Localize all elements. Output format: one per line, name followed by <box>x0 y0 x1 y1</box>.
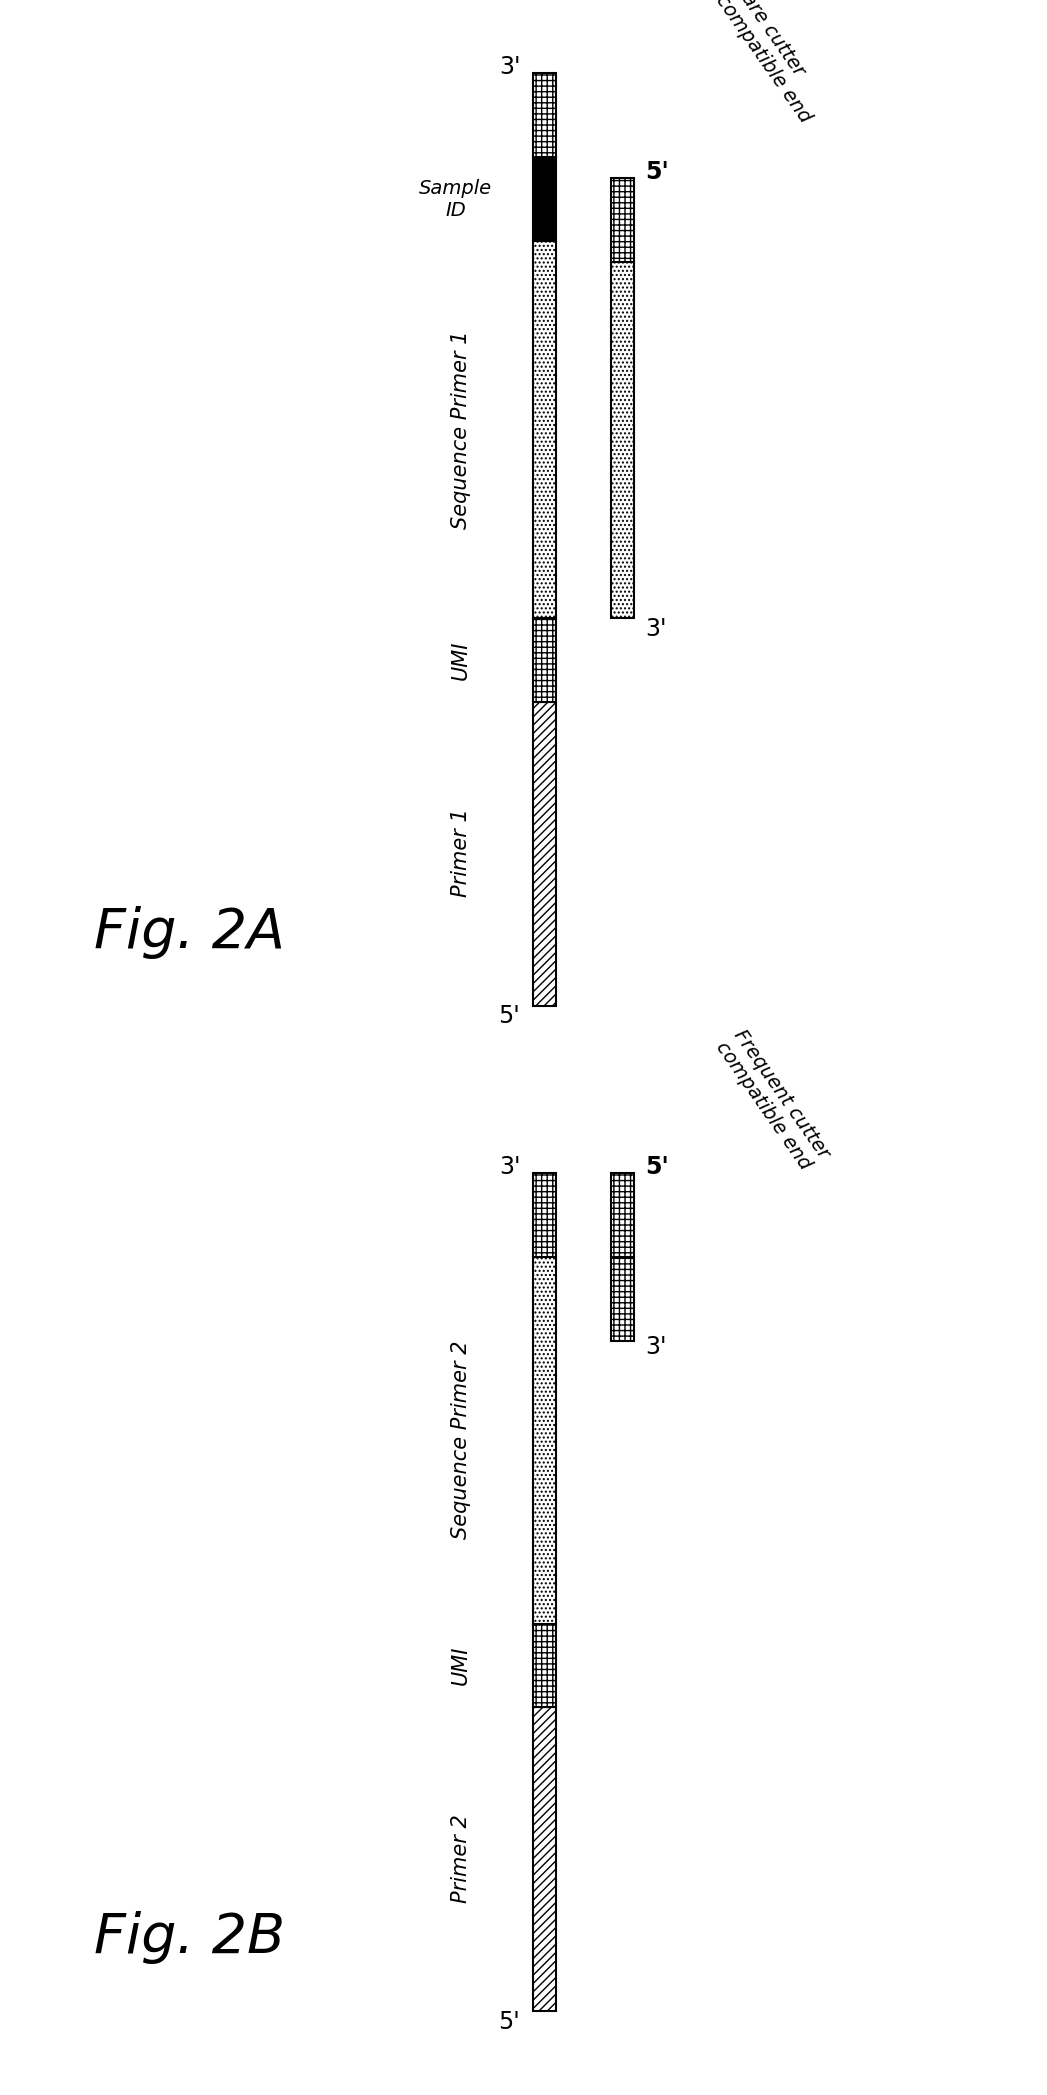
Text: Rare cutter
compatible end: Rare cutter compatible end <box>712 0 832 126</box>
Text: 3': 3' <box>498 1154 520 1179</box>
Text: Sample
ID: Sample ID <box>419 178 492 220</box>
Text: Fig. 2A: Fig. 2A <box>94 905 285 960</box>
Bar <box>533 1173 556 1257</box>
Text: UMI: UMI <box>450 1647 471 1684</box>
Bar <box>533 1624 556 1707</box>
Text: 3': 3' <box>498 54 520 80</box>
Bar <box>533 1707 556 2011</box>
Text: 5': 5' <box>498 2009 520 2034</box>
Text: UMI: UMI <box>450 641 471 679</box>
Bar <box>533 618 556 702</box>
Text: 3': 3' <box>645 616 667 641</box>
Text: 5': 5' <box>645 159 669 184</box>
Text: Fig. 2B: Fig. 2B <box>94 1911 286 1965</box>
Bar <box>533 73 556 157</box>
Bar <box>533 157 556 241</box>
Bar <box>533 1257 556 1624</box>
Bar <box>611 1173 634 1257</box>
Text: Primer 1: Primer 1 <box>450 809 471 897</box>
Text: 3': 3' <box>645 1335 667 1360</box>
Text: Frequent cutter
compatible end: Frequent cutter compatible end <box>712 1027 833 1173</box>
Bar <box>533 702 556 1006</box>
Text: Sequence Primer 2: Sequence Primer 2 <box>450 1341 471 1538</box>
Bar <box>611 262 634 618</box>
Bar <box>611 178 634 262</box>
Text: 5': 5' <box>645 1154 669 1179</box>
Text: Sequence Primer 1: Sequence Primer 1 <box>450 331 471 528</box>
Bar <box>611 1257 634 1341</box>
Text: Primer 2: Primer 2 <box>450 1814 471 1902</box>
Bar <box>533 241 556 618</box>
Text: 5': 5' <box>498 1004 520 1029</box>
